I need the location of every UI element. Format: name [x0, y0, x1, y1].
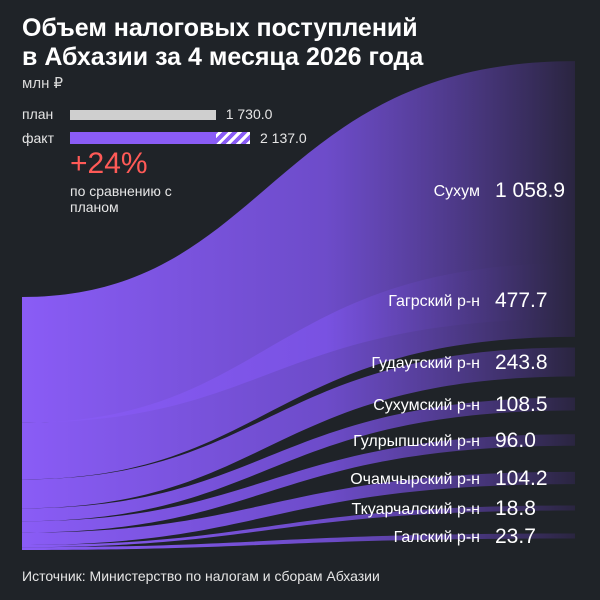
legend-fact-value: 2 137.0 — [260, 130, 307, 146]
legend-plan-bar — [70, 110, 216, 120]
legend-plan-label: план — [22, 106, 54, 122]
category-label-5: Гулрыпшский р-н — [353, 433, 480, 450]
category-label-6: Очамчырский р-н — [350, 471, 480, 488]
unit-label: млн ₽ — [22, 75, 64, 92]
sankey-labels: Сухум 1 058.9 Гагрский р-н 477.7 Гудаутский … — [350, 179, 565, 548]
legend-fact-label: факт — [22, 130, 54, 146]
flow-7 — [22, 505, 575, 548]
sankey-flows — [22, 61, 575, 550]
source-note: Источник: Министерство по налогам и сбор… — [22, 568, 380, 584]
value-label-1: 1 058.9 — [495, 179, 565, 202]
category-label-3: Гудаутский р-н — [371, 355, 480, 372]
category-label-8: Галский р-н — [394, 529, 480, 546]
chart-title: Объем налоговых поступлений в Абхазии за… — [22, 14, 582, 72]
value-label-5: 96.0 — [495, 429, 536, 452]
delta-percent: +24% — [70, 147, 148, 180]
value-label-6: 104.2 — [495, 467, 548, 490]
value-label-7: 18.8 — [495, 497, 536, 520]
flow-2 — [22, 263, 575, 480]
value-label-8: 23.7 — [495, 525, 536, 548]
legend-fact-excess-bar — [215, 132, 250, 144]
category-label-4: Сухумский р-н — [373, 397, 480, 414]
flow-6 — [22, 471, 575, 545]
category-label-2: Гагрский р-н — [388, 293, 480, 310]
category-label-1: Сухум — [434, 183, 480, 200]
category-label-7: Ткуарчалский р-н — [352, 501, 480, 518]
title-line-2: в Абхазии за 4 месяца 2026 года — [22, 43, 424, 71]
flow-5 — [22, 434, 575, 533]
legend-fact-bar — [70, 132, 216, 144]
flow-8 — [22, 533, 575, 550]
value-label-3: 243.8 — [495, 351, 548, 374]
value-label-4: 108.5 — [495, 393, 548, 416]
title-line-1: Объем налоговых поступлений — [22, 14, 418, 42]
flow-4 — [22, 397, 575, 522]
legend-plan-value: 1 730.0 — [225, 106, 273, 122]
value-label-2: 477.7 — [495, 289, 548, 312]
delta-note: по сравнению с планом — [70, 183, 172, 215]
flow-1 — [22, 61, 575, 423]
flow-3 — [22, 347, 575, 509]
